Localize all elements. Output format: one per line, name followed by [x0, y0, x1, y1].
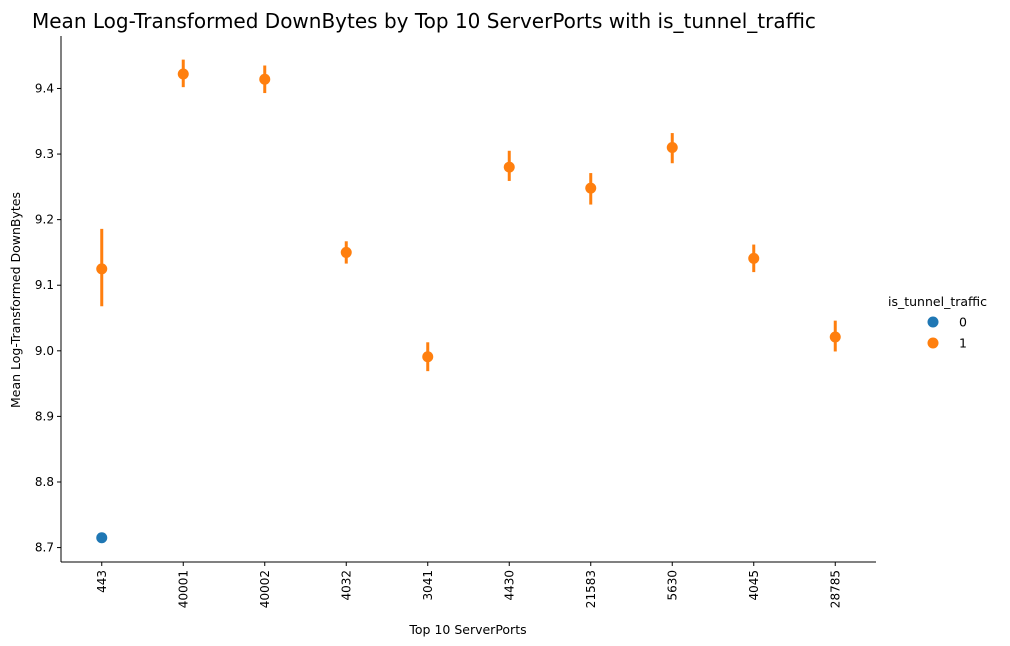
legend-label: 1	[959, 336, 967, 351]
x-tick-label: 21583	[584, 570, 598, 608]
y-tick-label: 9.4	[35, 81, 54, 95]
legend-marker	[927, 316, 939, 328]
x-tick-label: 28785	[828, 570, 842, 608]
legend-label: 0	[959, 315, 967, 330]
x-axis-label: Top 10 ServerPorts	[408, 622, 526, 637]
data-point	[422, 351, 434, 363]
data-point	[748, 252, 760, 264]
x-tick-label: 40001	[176, 570, 190, 608]
data-point	[666, 141, 678, 153]
x-tick-label: 4430	[502, 570, 516, 601]
data-point	[177, 68, 189, 80]
x-axis: 443 40001 40002 4032 3041 4430 21583 5630 4045 28…	[61, 561, 876, 608]
y-tick-label: 8.9	[35, 409, 54, 423]
data-point	[96, 263, 108, 275]
y-tick-label: 8.7	[35, 541, 54, 555]
data-point	[96, 532, 108, 544]
y-axis: 8.7 8.8 8.9 9.0 9.1 9.2 9.3 9.4	[35, 36, 62, 562]
chart-title: Mean Log-Transformed DownBytes by Top 10…	[32, 9, 816, 33]
y-tick-label: 9.0	[35, 344, 54, 358]
data-point	[585, 182, 597, 194]
x-tick-label: 4032	[339, 570, 353, 601]
data-point	[503, 161, 515, 173]
y-tick-label: 9.2	[35, 213, 54, 227]
legend-title: is_tunnel_traffic	[888, 294, 987, 309]
legend: is_tunnel_traffic 0 1	[888, 294, 987, 351]
data-point	[340, 246, 352, 258]
x-tick-label: 5630	[665, 570, 679, 601]
x-tick-label: 4045	[747, 570, 761, 601]
data-point	[259, 73, 271, 85]
y-tick-label: 9.3	[35, 147, 54, 161]
y-axis-label: Mean Log-Transformed DownBytes	[8, 192, 23, 408]
legend-marker	[927, 337, 939, 349]
x-tick-label: 443	[95, 570, 109, 593]
x-tick-label: 40002	[258, 570, 272, 608]
y-tick-label: 9.1	[35, 278, 54, 292]
plot-area	[96, 59, 841, 544]
x-tick-label: 3041	[421, 570, 435, 601]
data-point	[829, 331, 841, 343]
y-tick-label: 8.8	[35, 475, 54, 489]
